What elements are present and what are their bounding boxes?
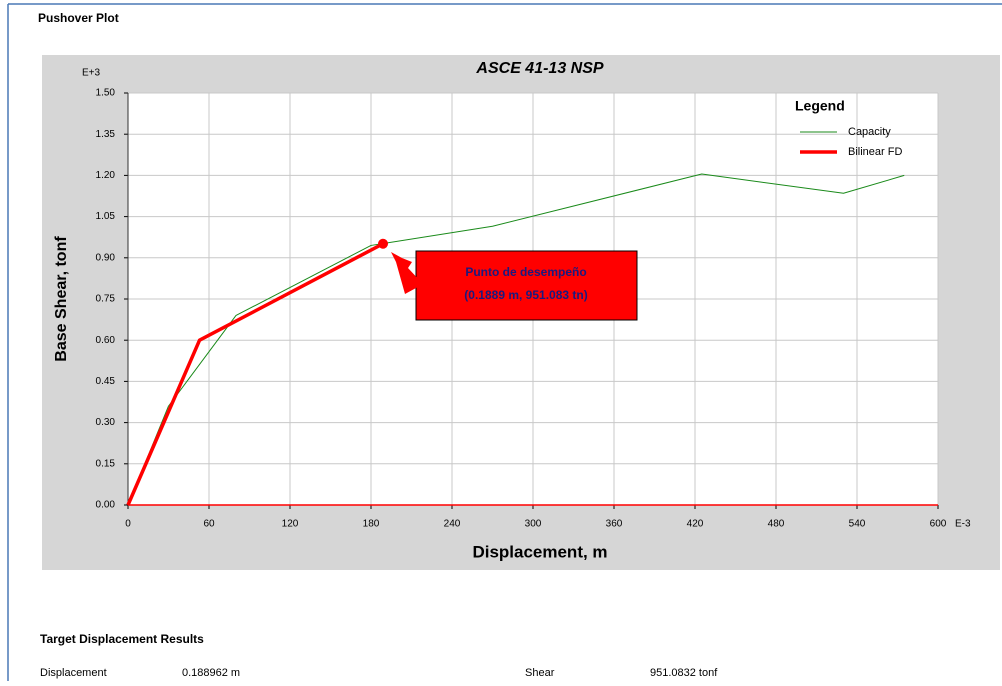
target-point — [378, 238, 389, 249]
y-tick-label: 1.35 — [96, 129, 116, 140]
result-value: 0.188962 m — [182, 667, 240, 679]
result-value: 951.0832 tonf — [650, 667, 718, 679]
series-line — [126, 242, 384, 506]
window-title: Pushover Plot — [38, 11, 119, 25]
series-line — [127, 173, 905, 506]
x-tick-label: 360 — [606, 519, 623, 530]
result-label: Displacement — [40, 667, 107, 679]
chart-title: ASCE 41-13 NSP — [475, 60, 603, 77]
y-tick-label: 1.05 — [96, 211, 116, 222]
x-tick-label: 60 — [203, 519, 215, 530]
y-tick-label: 0.15 — [96, 458, 116, 469]
x-tick-label: 420 — [687, 519, 704, 530]
x-tick-label: 120 — [282, 519, 299, 530]
x-tick-label: 240 — [444, 519, 461, 530]
legend-label: Capacity — [848, 126, 891, 138]
annotation-arrow — [391, 252, 422, 294]
y-tick-label: 0.30 — [96, 417, 116, 428]
y-tick-label: 1.20 — [96, 170, 116, 181]
annotation-text: Punto de desempeño — [465, 265, 586, 279]
y-multiplier: E+3 — [82, 68, 101, 79]
x-tick-label: 480 — [768, 519, 785, 530]
y-tick-label: 1.50 — [96, 88, 116, 99]
x-multiplier: E-3 — [955, 519, 971, 530]
x-tick-label: 0 — [125, 519, 131, 530]
y-tick-label: 0.00 — [96, 500, 116, 511]
y-axis-label: Base Shear, tonf — [53, 236, 70, 362]
y-tick-label: 0.45 — [96, 376, 116, 387]
annotation-text: (0.1889 m, 951.083 tn) — [464, 288, 587, 302]
y-tick-label: 0.90 — [96, 252, 116, 263]
result-label: Shear — [525, 667, 555, 679]
legend-label: Bilinear FD — [848, 146, 902, 158]
x-tick-label: 540 — [849, 519, 866, 530]
x-axis-label: Displacement, m — [472, 542, 607, 561]
legend-title: Legend — [795, 98, 845, 114]
marks: 0.00 0.15 0.30 0.45 0.60 0.75 0.90 1.05 1.20 1.35… — [96, 88, 947, 530]
results-title: Target Displacement Results — [40, 632, 204, 646]
y-tick-label: 0.75 — [96, 294, 116, 305]
annotation-box — [415, 250, 638, 321]
x-tick-label: 600 — [930, 519, 947, 530]
y-tick-label: 0.60 — [96, 335, 116, 346]
x-tick-label: 300 — [525, 519, 542, 530]
x-tick-label: 180 — [363, 519, 380, 530]
